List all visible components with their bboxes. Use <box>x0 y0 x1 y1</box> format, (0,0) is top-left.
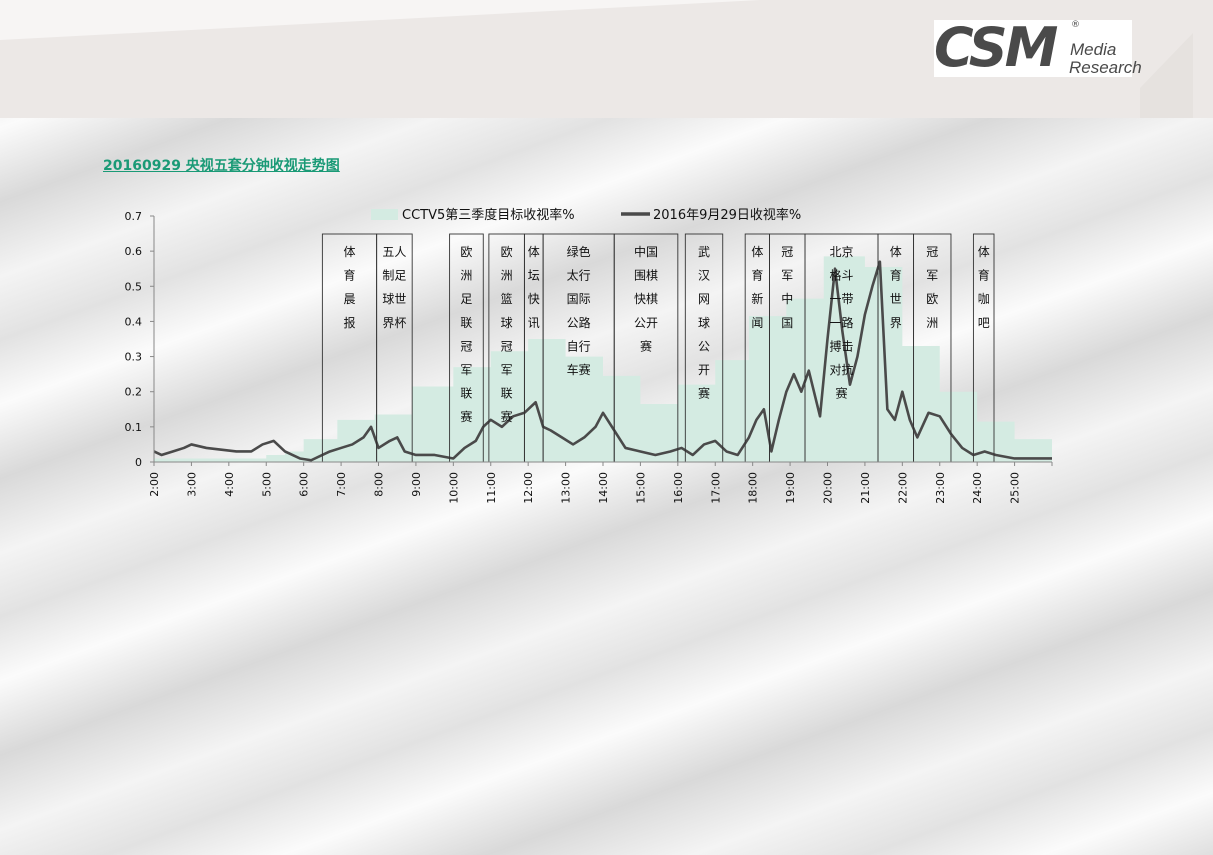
x-tick-label: 6:00 <box>298 472 311 497</box>
x-tick-label: 21:00 <box>859 472 872 504</box>
x-tick-label: 24:00 <box>971 472 984 504</box>
y-tick-label: 0.7 <box>125 210 143 223</box>
program-label: 体育咖吧 <box>978 245 990 330</box>
x-tick-label: 9:00 <box>410 472 423 497</box>
logo-registered-mark: ® <box>1071 20 1080 30</box>
x-tick-label: 2:00 <box>148 472 161 497</box>
program-label: 绿色太行国际公路自行车赛 <box>567 244 591 377</box>
header-swoosh <box>0 0 760 40</box>
program-label: 体育新闻 <box>751 245 763 330</box>
legend-swatch-area <box>371 209 398 220</box>
x-tick-label: 13:00 <box>560 472 573 504</box>
program-label: 体育晨报 <box>343 245 355 330</box>
x-tick-label: 25:00 <box>1009 472 1022 504</box>
x-tick-label: 12:00 <box>522 472 535 504</box>
header-corner <box>1140 33 1193 118</box>
page-title: 20160929 央视五套分钟收视走势图 <box>103 158 340 174</box>
legend-label-line: 2016年9月29日收视率% <box>653 207 801 223</box>
program-label: 武汉网球公开赛 <box>698 245 710 401</box>
program-label: 中国围棋快棋公开赛 <box>634 244 658 353</box>
program-label: 冠军欧洲 <box>926 245 938 330</box>
x-tick-label: 11:00 <box>485 472 498 504</box>
x-tick-label: 15:00 <box>634 472 647 504</box>
series-daily-rating-line <box>153 260 1052 462</box>
legend-label-area: CCTV5第三季度目标收视率% <box>402 207 575 223</box>
x-tick-label: 16:00 <box>672 472 685 504</box>
y-tick-label: 0.5 <box>125 280 143 293</box>
y-tick-label: 0.6 <box>125 245 143 258</box>
x-tick-label: 23:00 <box>934 472 947 504</box>
x-tick-label: 22:00 <box>896 472 909 504</box>
y-tick-label: 0.1 <box>125 421 143 434</box>
x-tick-label: 19:00 <box>784 472 797 504</box>
x-tick-label: 8:00 <box>373 472 386 497</box>
x-tick-label: 20:00 <box>822 472 835 504</box>
header-band-shape <box>0 0 1213 118</box>
header-band <box>0 0 1213 118</box>
program-label: 五人制足球世界杯 <box>382 245 406 330</box>
program-label: 体育世界 <box>890 245 902 330</box>
x-tick-label: 14:00 <box>597 472 610 504</box>
logo-research-text: Research <box>1069 58 1142 77</box>
program-label: 欧洲篮球冠军联赛 <box>501 245 513 424</box>
program-label: 欧洲足联冠军联赛 <box>460 245 472 424</box>
x-tick-label: 5:00 <box>260 472 273 497</box>
logo-csm-text: CSM <box>934 16 1058 79</box>
x-tick-label: 18:00 <box>747 472 760 504</box>
series-target-rating-area <box>154 256 1052 462</box>
program-label: 体坛快讯 <box>528 245 540 330</box>
logo-media-text: Media <box>1070 40 1117 59</box>
x-tick-label: 3:00 <box>185 472 198 497</box>
program-label: 冠军中国 <box>781 245 793 330</box>
x-tick-label: 7:00 <box>335 472 348 497</box>
x-tick-label: 17:00 <box>709 472 722 504</box>
program-label: 北京格斗一带一路搏击对抗赛 <box>830 245 854 401</box>
y-tick-label: 0.4 <box>125 315 143 328</box>
x-tick-label: 10:00 <box>447 472 460 504</box>
y-tick-label: 0 <box>135 456 142 469</box>
y-tick-label: 0.2 <box>125 386 143 399</box>
csm-logo: CSM ® Media Research <box>934 16 1142 79</box>
y-tick-label: 0.3 <box>125 351 143 364</box>
x-tick-label: 4:00 <box>223 472 236 497</box>
